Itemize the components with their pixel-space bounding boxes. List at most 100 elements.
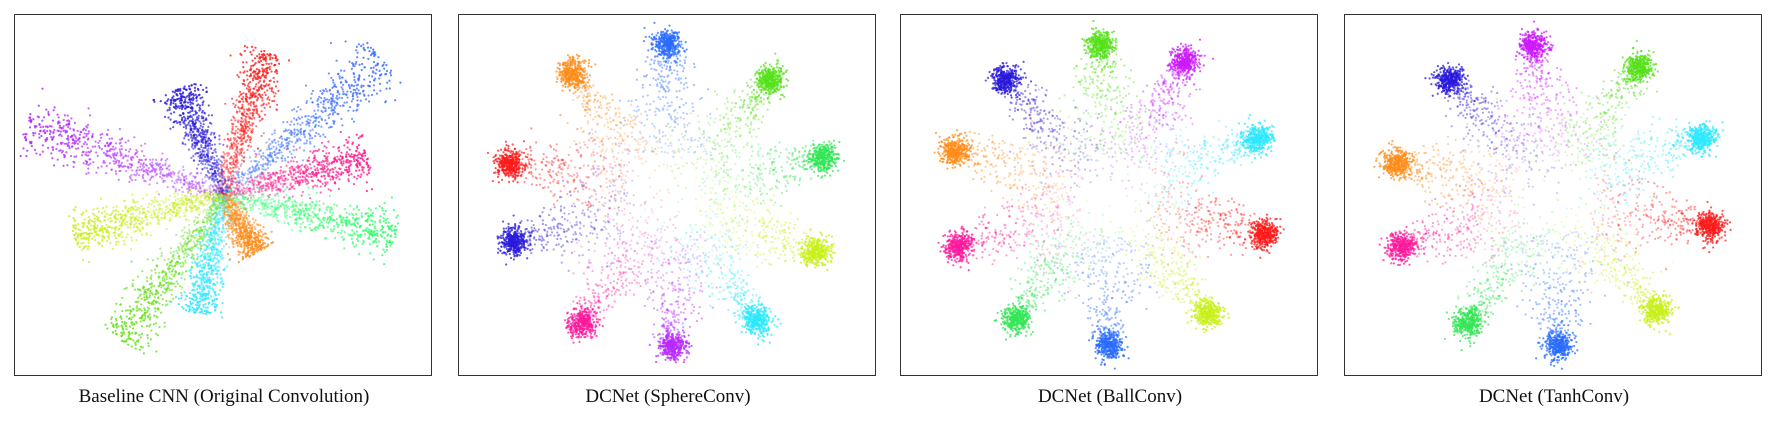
data-point: [283, 210, 287, 214]
data-point: [364, 98, 368, 101]
data-point: [325, 152, 328, 155]
data-point: [340, 151, 343, 154]
data-point: [229, 194, 232, 197]
data-point: [222, 174, 225, 177]
data-point: [295, 148, 298, 151]
data-point: [212, 189, 215, 192]
data-point: [114, 147, 117, 150]
data-point: [68, 147, 71, 150]
data-point: [301, 159, 304, 162]
data-point: [181, 190, 184, 194]
data-point: [329, 168, 332, 172]
data-point: [199, 97, 202, 100]
data-point: [195, 187, 198, 190]
data-point: [168, 106, 171, 109]
data-point: [249, 209, 252, 212]
data-point: [252, 237, 255, 240]
data-point: [245, 227, 248, 230]
data-point: [183, 120, 186, 123]
data-point: [228, 177, 231, 180]
data-point: [257, 186, 260, 190]
data-point: [351, 229, 354, 232]
data-point: [218, 171, 222, 174]
data-point: [235, 172, 238, 176]
data-point: [355, 45, 358, 48]
data-point: [231, 183, 234, 186]
data-point: [326, 160, 329, 163]
data-point: [197, 183, 201, 186]
data-point: [206, 144, 210, 147]
data-point: [239, 122, 242, 126]
data-point: [346, 146, 349, 149]
data-point: [322, 100, 325, 103]
data-point: [304, 163, 307, 167]
data-point: [238, 193, 241, 196]
data-point: [275, 216, 278, 219]
data-point: [294, 212, 297, 215]
data-point: [329, 92, 332, 95]
data-point: [226, 163, 229, 166]
data-point: [340, 171, 343, 174]
data-point: [205, 167, 209, 170]
data-point: [242, 241, 245, 244]
data-point: [252, 167, 255, 170]
data-point: [188, 306, 191, 309]
data-point: [216, 178, 219, 181]
data-point: [246, 252, 249, 255]
data-point: [270, 89, 273, 93]
data-point: [237, 142, 240, 145]
data-point: [224, 231, 227, 234]
data-point: [345, 169, 348, 172]
data-point: [222, 143, 225, 146]
data-point: [180, 118, 184, 121]
data-point: [285, 206, 289, 209]
data-point: [225, 188, 228, 192]
data-point: [227, 151, 230, 154]
data-point: [338, 167, 341, 170]
data-point: [365, 226, 368, 230]
data-point: [179, 123, 182, 126]
data-point: [325, 237, 328, 240]
data-point: [327, 114, 330, 117]
data-point: [186, 115, 189, 118]
data-point: [242, 160, 246, 163]
data-point: [328, 194, 331, 197]
data-point: [227, 186, 230, 189]
data-point: [178, 176, 181, 179]
data-point: [349, 223, 353, 226]
data-point: [304, 203, 307, 206]
data-point: [309, 119, 312, 122]
data-point: [236, 170, 239, 173]
data-point: [226, 175, 229, 178]
data-point: [347, 233, 350, 236]
data-point: [217, 158, 220, 161]
data-point: [265, 208, 268, 211]
data-point: [235, 230, 238, 233]
data-point: [228, 185, 231, 188]
data-point: [97, 141, 100, 144]
data-point: [242, 66, 245, 69]
data-point: [328, 152, 331, 155]
data-point: [240, 97, 243, 100]
data-point: [213, 131, 216, 135]
data-point: [67, 141, 70, 144]
data-point: [261, 69, 264, 72]
data-point: [361, 134, 364, 137]
data-point: [213, 156, 216, 159]
data-point: [229, 54, 232, 57]
data-point: [149, 177, 153, 180]
data-point: [186, 187, 189, 190]
data-point: [345, 155, 348, 158]
data-point: [266, 162, 269, 165]
data-point: [264, 93, 267, 97]
data-point: [257, 160, 260, 164]
data-point: [165, 102, 168, 105]
data-point: [170, 172, 173, 175]
data-point: [58, 121, 61, 124]
data-point: [151, 163, 154, 167]
data-point: [255, 183, 258, 187]
data-point: [282, 196, 286, 199]
data-point: [305, 168, 308, 172]
data-point: [182, 165, 185, 168]
data-point: [248, 117, 251, 120]
